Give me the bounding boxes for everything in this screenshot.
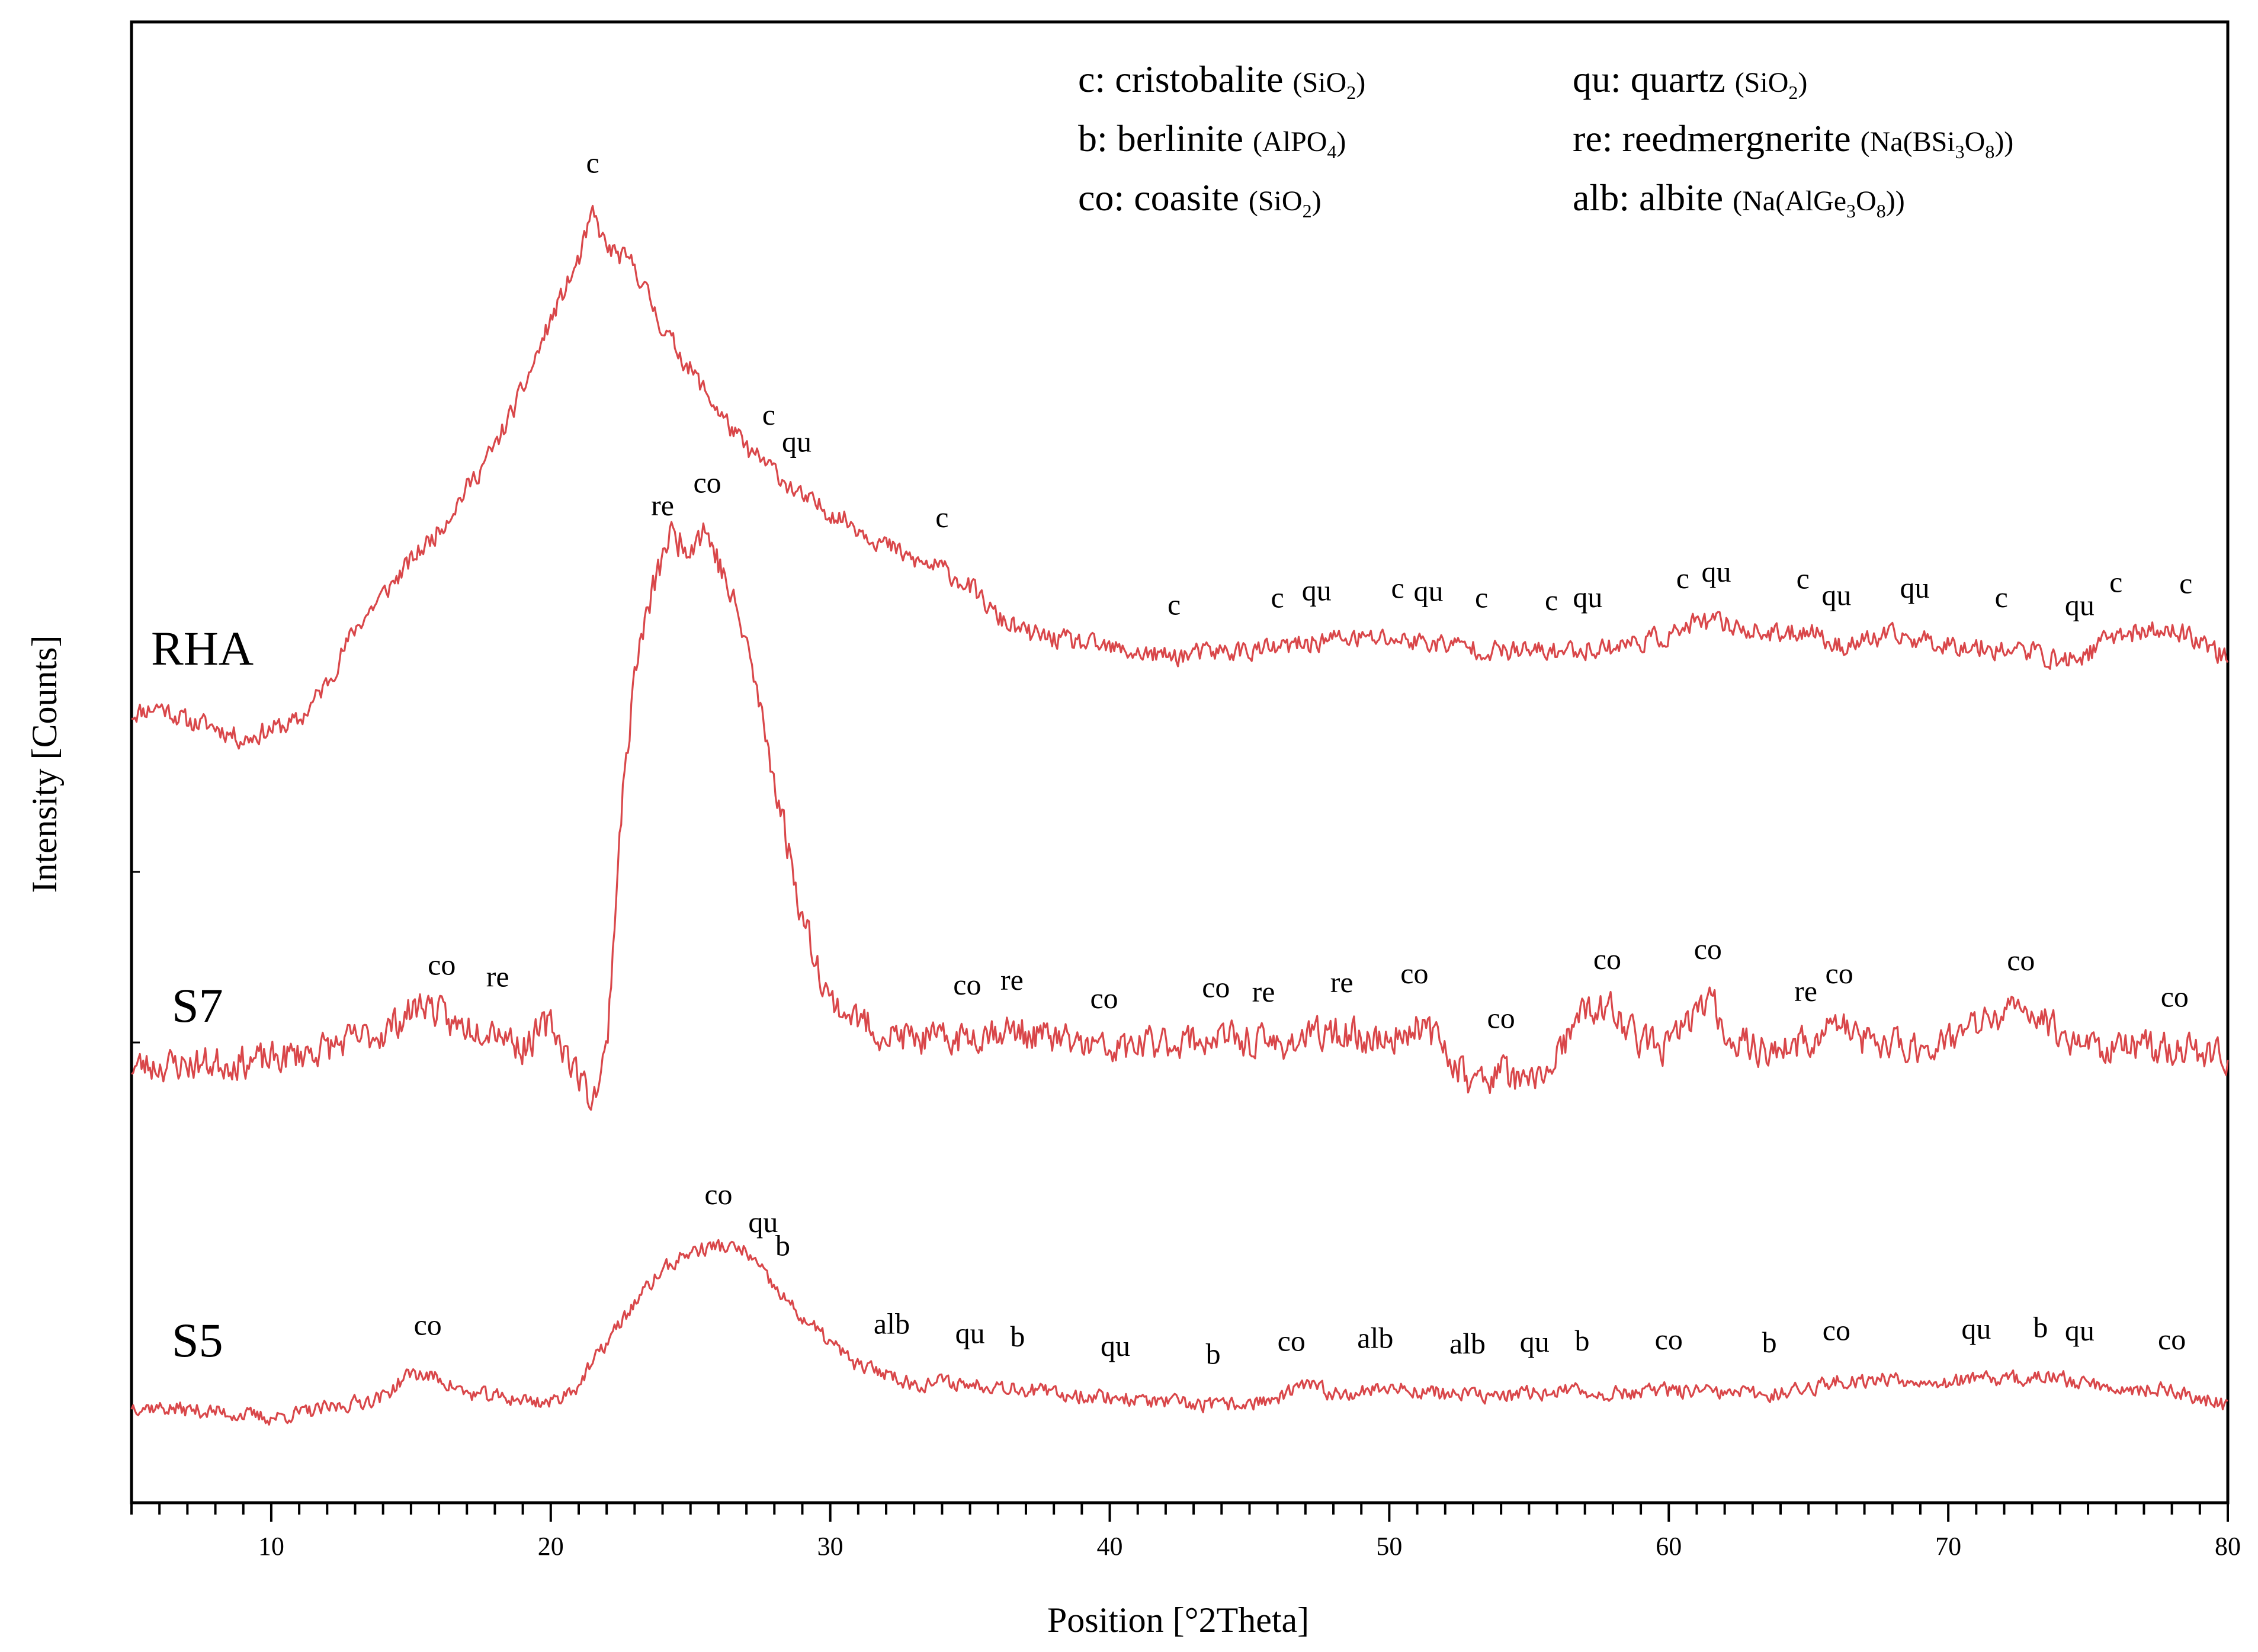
peak-label: re: [651, 489, 674, 522]
peak-label: qu: [1821, 578, 1851, 611]
series-label-rha: RHA: [151, 621, 254, 675]
peak-label: b: [1762, 1326, 1777, 1359]
x-tick-label: 60: [1656, 1532, 1682, 1561]
peak-label: c: [1797, 562, 1810, 595]
peak-label: co: [693, 466, 721, 499]
peak-label: b: [1574, 1324, 1589, 1357]
legend-entry-c: c: cristobalite (SiO2): [1078, 58, 1365, 103]
peak-label: c: [586, 146, 599, 179]
peak-label: re: [1252, 975, 1275, 1008]
peak-label: co: [953, 968, 981, 1001]
y-axis-title: Intensity [Counts]: [25, 636, 64, 893]
peak-label: qu: [1413, 574, 1443, 607]
peak-label: c: [2179, 567, 2192, 600]
legend-entry-qu: qu: quartz (SiO2): [1573, 58, 1807, 103]
peak-label: c: [762, 398, 775, 431]
peak-label: co: [1278, 1324, 1306, 1357]
peak-label: qu: [1961, 1312, 1991, 1345]
series-s7-line: [131, 521, 2229, 1111]
peak-label: co: [1823, 1314, 1850, 1347]
peak-label: qu: [748, 1205, 778, 1239]
peak-label: qu: [955, 1317, 985, 1350]
x-tick-label: 20: [538, 1532, 564, 1561]
peak-label: qu: [1101, 1329, 1130, 1362]
series-label-s7: S7: [172, 979, 223, 1032]
peak-label: co: [428, 948, 456, 981]
peak-label: qu: [2065, 588, 2095, 621]
peak-label: co: [1487, 1001, 1515, 1034]
legend-entry-alb: alb: albite (Na(AlGe3O8)): [1573, 177, 1905, 222]
peak-label: co: [1826, 957, 1853, 990]
peak-label: co: [1593, 942, 1621, 976]
peak-label: c: [1676, 562, 1689, 595]
peak-label: c: [2109, 565, 2122, 598]
peak-label: c: [1168, 588, 1181, 621]
peak-label: co: [1400, 957, 1428, 990]
peak-label: co: [2161, 980, 2189, 1013]
peak-label: co: [1202, 971, 1230, 1004]
peak-label: qu: [1520, 1325, 1550, 1358]
peak-label: c: [1475, 580, 1488, 614]
x-tick-label: 50: [1376, 1532, 1402, 1561]
peak-label: b: [1010, 1320, 1025, 1353]
peak-label: b: [1206, 1337, 1221, 1371]
legend-entry-co: co: coasite (SiO2): [1078, 177, 1322, 222]
peak-label: c: [1391, 571, 1404, 604]
series-s5-line: [130, 1239, 2228, 1426]
series-rha-line: [131, 204, 2229, 750]
peak-label: qu: [782, 425, 812, 458]
peak-label: c: [1545, 583, 1558, 617]
peak-label: c: [935, 501, 948, 534]
peak-label: co: [1694, 932, 1722, 965]
peak-label: co: [2158, 1323, 2186, 1356]
peak-label: qu: [1573, 580, 1602, 614]
x-tick-label: 10: [258, 1532, 284, 1561]
x-axis-ticks: 10 20 30 40 50 60 70 80: [130, 871, 2241, 1561]
peak-label: re: [486, 960, 509, 993]
peak-label: alb: [1357, 1321, 1393, 1354]
series-label-s5: S5: [172, 1313, 223, 1367]
peak-label: co: [1090, 981, 1118, 1015]
peak-label: qu: [1302, 573, 1332, 607]
x-tick-label: 30: [817, 1532, 843, 1561]
x-axis-title: Position [°2Theta]: [1047, 1600, 1309, 1640]
peak-label: qu: [2065, 1314, 2095, 1347]
peak-label: co: [2007, 944, 2035, 977]
legend-entry-b: b: berlinite (AlPO4): [1078, 117, 1346, 162]
x-tick-label: 70: [1935, 1532, 1961, 1561]
legend-entry-re: re: reedmergnerite (Na(BSi3O8)): [1573, 117, 2013, 162]
peak-label: b: [775, 1229, 790, 1262]
peak-label: re: [1330, 965, 1353, 999]
phase-legend: c: cristobalite (SiO2) b: berlinite (AlPO…: [1078, 58, 2013, 222]
peak-label: alb: [1449, 1327, 1486, 1360]
peak-label: alb: [874, 1307, 910, 1340]
peak-label: co: [1655, 1323, 1683, 1356]
series-layer: RHA S7 S5: [130, 204, 2229, 1426]
peak-label: c: [1995, 580, 2008, 614]
peak-label: b: [2033, 1310, 2048, 1343]
peak-label: qu: [1900, 571, 1930, 604]
plot-frame: [130, 20, 2230, 1505]
peak-label: re: [1000, 963, 1024, 996]
x-tick-label: 40: [1097, 1532, 1123, 1561]
peak-label: co: [704, 1178, 732, 1211]
x-tick-label: 80: [2215, 1532, 2241, 1561]
peak-label: re: [1794, 974, 1817, 1008]
peak-label: qu: [1701, 555, 1731, 588]
peak-label: c: [1271, 581, 1284, 614]
peak-label: co: [414, 1308, 442, 1341]
